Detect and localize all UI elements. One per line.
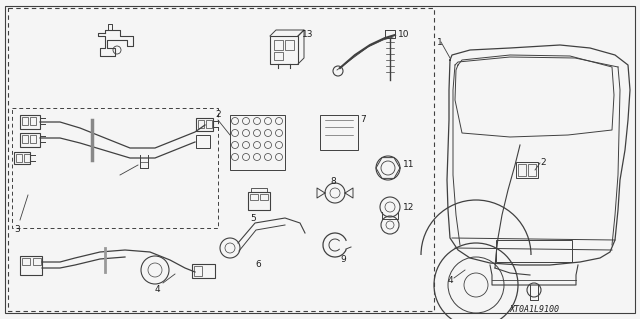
Bar bbox=[192, 264, 215, 278]
Bar bbox=[518, 164, 526, 176]
Text: 12: 12 bbox=[403, 203, 414, 212]
Text: 13: 13 bbox=[302, 30, 314, 39]
Text: 3: 3 bbox=[14, 225, 20, 234]
Text: 8: 8 bbox=[330, 177, 336, 186]
Bar bbox=[206, 120, 212, 128]
Text: 6: 6 bbox=[255, 260, 260, 269]
Bar bbox=[30, 135, 36, 143]
Bar bbox=[16, 154, 22, 162]
Bar bbox=[196, 135, 210, 148]
Bar bbox=[22, 117, 28, 125]
Bar bbox=[528, 164, 536, 176]
Bar bbox=[22, 258, 30, 265]
Bar bbox=[22, 135, 28, 143]
Bar bbox=[274, 40, 283, 50]
Bar bbox=[274, 52, 283, 60]
Bar bbox=[14, 152, 30, 164]
Bar bbox=[251, 188, 267, 192]
Text: 9: 9 bbox=[340, 255, 346, 264]
Bar bbox=[270, 36, 298, 64]
Bar bbox=[20, 115, 40, 129]
Bar bbox=[250, 194, 258, 200]
Bar bbox=[8, 8, 434, 311]
Bar bbox=[20, 133, 40, 147]
Bar bbox=[198, 120, 204, 128]
Bar bbox=[194, 266, 202, 276]
Bar bbox=[285, 40, 294, 50]
Text: 5: 5 bbox=[250, 214, 256, 223]
Bar bbox=[33, 258, 41, 265]
Bar bbox=[248, 192, 270, 210]
Bar bbox=[320, 115, 358, 150]
Bar bbox=[516, 162, 538, 178]
Text: 4: 4 bbox=[448, 276, 454, 285]
Text: 4: 4 bbox=[155, 285, 161, 294]
Bar bbox=[496, 240, 572, 262]
Text: 10: 10 bbox=[398, 30, 410, 39]
Text: XT0A1L9100: XT0A1L9100 bbox=[510, 305, 560, 314]
Bar bbox=[24, 154, 30, 162]
Bar bbox=[20, 256, 42, 275]
Bar bbox=[260, 194, 268, 200]
Text: 11: 11 bbox=[403, 160, 415, 169]
Text: 1: 1 bbox=[437, 38, 443, 47]
Text: 7: 7 bbox=[360, 115, 365, 124]
Text: 2: 2 bbox=[215, 110, 221, 119]
Bar bbox=[230, 115, 285, 170]
Bar bbox=[196, 118, 213, 131]
Bar bbox=[30, 117, 36, 125]
Text: 2: 2 bbox=[540, 158, 546, 167]
Bar bbox=[12, 108, 218, 228]
